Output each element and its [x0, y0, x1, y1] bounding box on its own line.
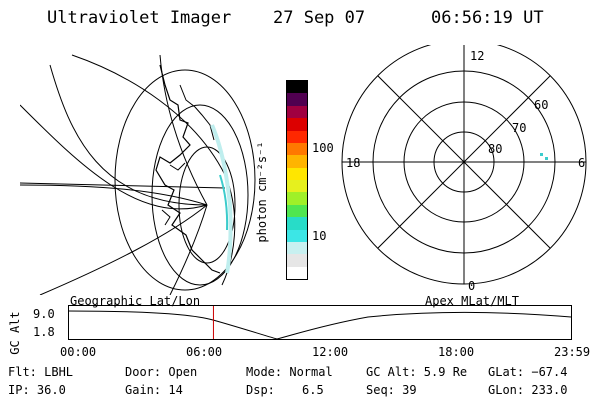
instrument-title: Ultraviolet Imager — [47, 8, 232, 28]
altitude-curve — [68, 310, 572, 340]
time-label: 06:56:19 UT — [431, 8, 544, 28]
aurora-emission — [219, 174, 229, 231]
mlt-line-9-21 — [377, 75, 551, 249]
geographic-map — [20, 54, 256, 295]
seq-label: Seq: 39 — [366, 383, 417, 397]
altitude-xtick-0600: 06:00 — [186, 345, 223, 359]
mlt-label-18: 18 — [346, 156, 360, 170]
apex-coord-label: Apex MLat/MLT — [425, 294, 519, 308]
lat-label-70: 70 — [512, 121, 526, 135]
dsp-value: 6.5 — [302, 383, 324, 397]
aurora-spot — [545, 157, 548, 160]
mlt-label-0: 0 — [468, 279, 475, 293]
mlt-label-6: 6 — [578, 156, 585, 170]
coastline — [161, 162, 186, 226]
graticule-line — [20, 184, 208, 206]
colorbar-swatch — [287, 241, 307, 255]
dsp-label: Dsp: — [246, 383, 275, 397]
coastline — [179, 84, 215, 141]
colorbar-swatch — [287, 167, 307, 180]
coastline — [155, 64, 221, 274]
graticule-line — [20, 182, 226, 189]
graticule-line — [49, 64, 208, 206]
lat-label-60: 60 — [534, 98, 548, 112]
altitude-xtick-2359: 23:59 — [554, 345, 591, 359]
glon-label: GLon: 233.0 — [488, 383, 568, 397]
colorbar — [286, 80, 308, 280]
colorbar-swatch — [287, 229, 307, 242]
mlt-label-12: 12 — [470, 49, 484, 63]
colorbar-tick-10: 10 — [312, 229, 327, 243]
ip-label: IP: 36.0 — [8, 383, 66, 397]
colorbar-swatch — [287, 254, 307, 267]
globe-limb — [71, 54, 236, 286]
colorbar-unit-label: photon cm⁻²s⁻¹ — [255, 141, 269, 243]
altitude-xtick-1200: 12:00 — [312, 345, 349, 359]
gc-alt-label: GC Alt: 5.9 Re — [366, 365, 468, 379]
colorbar-swatch — [287, 130, 307, 143]
aurora-spot — [540, 153, 543, 156]
date-label: 27 Sep 07 — [273, 8, 366, 28]
colorbar-swatch — [287, 118, 307, 131]
graticule-line — [39, 204, 208, 295]
altitude-ytick-low: 1.8 — [33, 325, 55, 339]
altitude-ytick-high: 9.0 — [33, 307, 55, 321]
colorbar-tick-100: 100 — [312, 141, 334, 155]
polar-plot: 12 18 6 0 60 70 80 — [341, 45, 587, 293]
colorbar-swatch — [287, 192, 307, 205]
colorbar-swatch — [287, 180, 307, 193]
gain-label: Gain: 14 — [125, 383, 183, 397]
altitude-plot — [68, 305, 572, 340]
lat-label-80: 80 — [488, 142, 502, 156]
graticule-line — [169, 204, 208, 295]
altitude-plot-frame — [68, 305, 572, 340]
mode-label: Mode: Normal — [246, 365, 333, 379]
colorbar-swatch — [287, 155, 307, 168]
altitude-ylabel: GC Alt — [8, 311, 22, 355]
graticule-circle — [151, 104, 249, 286]
graticule-line — [20, 104, 208, 210]
colorbar-swatch — [287, 204, 307, 218]
colorbar-swatch — [287, 142, 307, 156]
graticule-circle — [114, 69, 256, 291]
aurora-emission — [210, 124, 233, 274]
altitude-xtick-1800: 18:00 — [438, 345, 475, 359]
colorbar-swatch — [287, 93, 307, 106]
colorbar-swatch — [287, 266, 307, 279]
colorbar-swatch — [287, 105, 307, 119]
glat-label: GLat: −67.4 — [488, 365, 568, 379]
filter-label: Flt: LBHL — [8, 365, 74, 379]
geo-coord-label: Geographic Lat/Lon — [70, 294, 201, 308]
colorbar-swatch — [287, 81, 307, 94]
door-label: Door: Open — [125, 365, 198, 379]
graticule-circle — [178, 146, 236, 264]
altitude-xtick-0000: 00:00 — [60, 345, 97, 359]
colorbar-swatch — [287, 217, 307, 230]
